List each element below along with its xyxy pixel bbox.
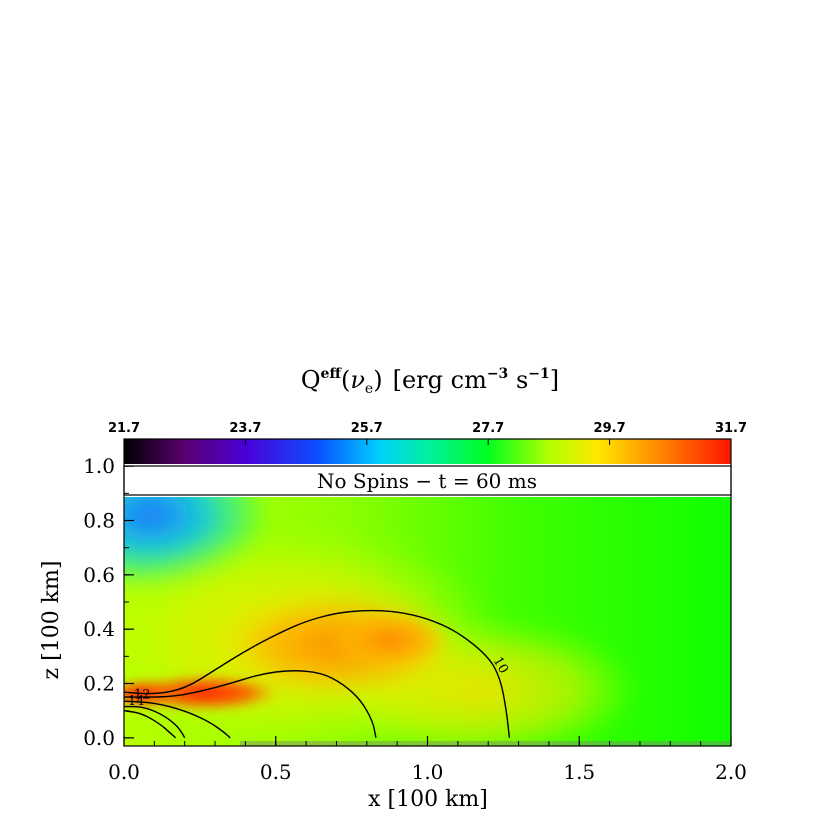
chart-title: Qeff(νe) [erg cm−3 s−1] (301, 366, 559, 397)
title-close-paren: ) (373, 366, 382, 394)
title-units-exp1: −3 (487, 366, 508, 382)
title-units-a: [erg cm (393, 366, 487, 394)
x-tick-label: 0.0 (108, 760, 140, 784)
title-superscript: eff (321, 366, 343, 382)
colorbar-tick-label: 23.7 (229, 421, 261, 436)
contour-label: 10 (490, 655, 511, 677)
y-tick-label: 0.2 (83, 672, 115, 696)
y-tick-label: 0.6 (83, 563, 115, 587)
contour-line (124, 700, 231, 739)
contour-label: 14 (128, 694, 145, 709)
colorbar-tick-label: 27.7 (472, 421, 504, 436)
y-axis: 0.0 0.2 0.4 0.6 0.8 1.0 (83, 454, 134, 750)
contour-line (124, 670, 377, 738)
contour-label: 12 (134, 687, 151, 702)
y-axis-label: z [100 km] (39, 561, 64, 680)
contour-line (124, 609, 511, 738)
panel-label-box (123, 465, 732, 496)
x-tick-label: 1.5 (563, 760, 595, 784)
y-tick-label: 0.8 (83, 509, 115, 533)
title-units-b: s (508, 366, 528, 394)
colorbar-tick-label: 29.7 (594, 421, 626, 436)
y-tick-label: 1.0 (83, 454, 115, 478)
colorbar-labels: 21.7 23.7 25.7 27.7 29.7 31.7 (108, 421, 747, 445)
colorbar-tick-label: 31.7 (715, 421, 747, 436)
colorbar-tick-label: 25.7 (351, 421, 383, 436)
panel-label: No Spins − t = 60 ms (317, 469, 537, 493)
title-greek: ν (350, 366, 365, 394)
title-main: Q (301, 366, 321, 394)
colorbar-tick-label: 21.7 (108, 421, 140, 436)
bottom-grey-strip (240, 741, 730, 746)
title-subscript: e (365, 381, 373, 397)
contour-line (124, 705, 186, 739)
title-units-c: ] (550, 366, 559, 394)
colorbar-gradient (124, 439, 731, 464)
x-tick-label: 0.5 (260, 760, 292, 784)
x-tick-label: 1.0 (412, 760, 444, 784)
y-tick-label: 0.0 (83, 726, 115, 750)
x-axis-label: x [100 km] (368, 787, 488, 812)
contour-line (124, 710, 177, 739)
x-tick-label: 2.0 (715, 760, 747, 784)
x-axis: 0.0 0.5 1.0 1.5 2.0 (108, 736, 747, 784)
y-tick-label: 0.4 (83, 617, 115, 641)
title-open-paren: ( (341, 366, 350, 394)
title-units-exp2: −1 (528, 366, 549, 382)
orange-region-core (330, 610, 450, 670)
colorbar: 21.7 23.7 25.7 27.7 29.7 31.7 (108, 421, 747, 464)
